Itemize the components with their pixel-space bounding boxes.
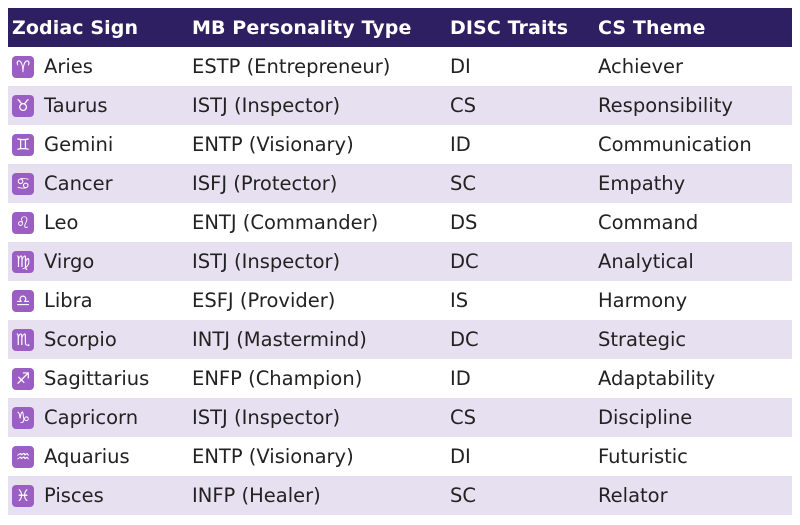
table-row: ♊ Gemini ENTP (Visionary) ID Communication (8, 125, 792, 164)
mb-personality-type-cell: ENTP (Visionary) (192, 133, 354, 156)
disc-traits-cell: ID (450, 133, 471, 156)
header-cs-theme: CS Theme (598, 16, 706, 39)
disc-traits-cell: CS (450, 94, 476, 117)
zodiac-sign-cell: ♑ Capricorn (8, 406, 192, 429)
capricorn-icon: ♑ (12, 406, 34, 429)
disc-traits-cell: DC (450, 250, 479, 273)
zodiac-sign-cell: ♈ Aries (8, 55, 192, 78)
mb-personality-type-cell: ENTJ (Commander) (192, 211, 379, 234)
table-row: ♌ Leo ENTJ (Commander) DS Command (8, 203, 792, 242)
leo-icon: ♌ (12, 211, 34, 234)
cs-theme-cell: Empathy (598, 172, 686, 195)
cs-theme-cell: Analytical (598, 250, 694, 273)
table-row: ♓ Pisces INFP (Healer) SC Relator (8, 476, 792, 515)
zodiac-sign-cell: ♒ Aquarius (8, 445, 192, 468)
zodiac-sign-cell: ♓ Pisces (8, 484, 192, 507)
mb-personality-type-cell: ISFJ (Protector) (192, 172, 338, 195)
libra-icon: ♎ (12, 289, 34, 312)
zodiac-sign-name: Taurus (44, 94, 108, 117)
disc-traits-cell: SC (450, 172, 476, 195)
zodiac-sign-cell: ♎ Libra (8, 289, 192, 312)
mb-personality-type-cell: INTJ (Mastermind) (192, 328, 367, 351)
scorpio-icon: ♏ (12, 328, 34, 351)
zodiac-sign-name: Virgo (44, 250, 95, 273)
pisces-icon: ♓ (12, 484, 34, 507)
cs-theme-cell: Achiever (598, 55, 684, 78)
table-row: ♈ Aries ESTP (Entrepreneur) DI Achiever (8, 47, 792, 86)
cs-theme-cell: Discipline (598, 406, 693, 429)
zodiac-sign-name: Cancer (44, 172, 113, 195)
header-disc-traits: DISC Traits (450, 16, 569, 39)
mb-personality-type-cell: ENTP (Visionary) (192, 445, 354, 468)
disc-traits-cell: DI (450, 55, 471, 78)
cs-theme-cell: Command (598, 211, 699, 234)
table-row: ♋ Cancer ISFJ (Protector) SC Empathy (8, 164, 792, 203)
disc-traits-cell: SC (450, 484, 476, 507)
zodiac-sign-name: Aries (44, 55, 93, 78)
table-body: ♈ Aries ESTP (Entrepreneur) DI Achiever ♉ Taur… (8, 47, 792, 515)
table-row: ♏ Scorpio INTJ (Mastermind) DC Strategic (8, 320, 792, 359)
disc-traits-cell: DI (450, 445, 471, 468)
zodiac-sign-cell: ♍ Virgo (8, 250, 192, 273)
zodiac-sign-name: Pisces (44, 484, 104, 507)
cs-theme-cell: Relator (598, 484, 668, 507)
mb-personality-type-cell: ISTJ (Inspector) (192, 406, 341, 429)
table-header-row: Zodiac Sign MB Personality Type DISC Tra… (8, 8, 792, 47)
table-row: ♍ Virgo ISTJ (Inspector) DC Analytical (8, 242, 792, 281)
table-row: ♉ Taurus ISTJ (Inspector) CS Responsibility (8, 86, 792, 125)
zodiac-sign-name: Aquarius (44, 445, 130, 468)
mb-personality-type-cell: INFP (Healer) (192, 484, 321, 507)
zodiac-sign-cell: ♋ Cancer (8, 172, 192, 195)
mb-personality-type-cell: ISTJ (Inspector) (192, 250, 341, 273)
zodiac-sign-name: Capricorn (44, 406, 139, 429)
zodiac-sign-cell: ♌ Leo (8, 211, 192, 234)
disc-traits-cell: CS (450, 406, 476, 429)
zodiac-sign-cell: ♊ Gemini (8, 133, 192, 156)
mb-personality-type-cell: ENFP (Champion) (192, 367, 363, 390)
header-zodiac-sign: Zodiac Sign (12, 16, 139, 39)
taurus-icon: ♉ (12, 94, 34, 117)
zodiac-sign-cell: ♐ Sagittarius (8, 367, 192, 390)
cs-theme-cell: Futuristic (598, 445, 688, 468)
disc-traits-cell: ID (450, 367, 471, 390)
table-row: ♎ Libra ESFJ (Provider) IS Harmony (8, 281, 792, 320)
zodiac-sign-name: Scorpio (44, 328, 117, 351)
cs-theme-cell: Responsibility (598, 94, 733, 117)
sagittarius-icon: ♐ (12, 367, 34, 390)
table-row: ♐ Sagittarius ENFP (Champion) ID Adaptabilit… (8, 359, 792, 398)
zodiac-sign-cell: ♉ Taurus (8, 94, 192, 117)
mb-personality-type-cell: ISTJ (Inspector) (192, 94, 341, 117)
aries-icon: ♈ (12, 55, 34, 78)
zodiac-sign-name: Libra (44, 289, 93, 312)
mb-personality-type-cell: ESFJ (Provider) (192, 289, 336, 312)
mb-personality-type-cell: ESTP (Entrepreneur) (192, 55, 391, 78)
gemini-icon: ♊ (12, 133, 34, 156)
aquarius-icon: ♒ (12, 445, 34, 468)
header-mb-personality-type: MB Personality Type (192, 16, 412, 39)
zodiac-sign-name: Gemini (44, 133, 114, 156)
zodiac-sign-name: Sagittarius (44, 367, 150, 390)
cs-theme-cell: Communication (598, 133, 752, 156)
zodiac-personality-table: Zodiac Sign MB Personality Type DISC Tra… (8, 8, 792, 515)
table-row: ♑ Capricorn ISTJ (Inspector) CS Discipline (8, 398, 792, 437)
disc-traits-cell: DC (450, 328, 479, 351)
zodiac-sign-name: Leo (44, 211, 79, 234)
virgo-icon: ♍ (12, 250, 34, 273)
cs-theme-cell: Adaptability (598, 367, 716, 390)
disc-traits-cell: DS (450, 211, 478, 234)
cs-theme-cell: Harmony (598, 289, 688, 312)
cs-theme-cell: Strategic (598, 328, 687, 351)
disc-traits-cell: IS (450, 289, 469, 312)
cancer-icon: ♋ (12, 172, 34, 195)
table-row: ♒ Aquarius ENTP (Visionary) DI Futuristic (8, 437, 792, 476)
zodiac-sign-cell: ♏ Scorpio (8, 328, 192, 351)
